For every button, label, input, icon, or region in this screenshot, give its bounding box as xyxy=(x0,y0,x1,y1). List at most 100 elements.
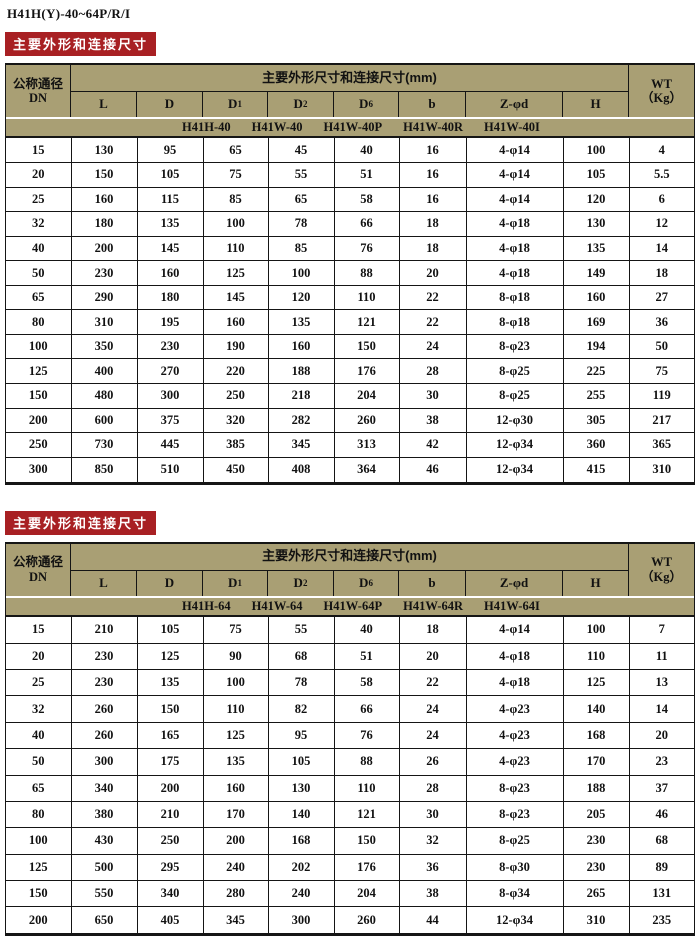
table-cell: 125 xyxy=(203,260,269,286)
table-cell: 225 xyxy=(563,358,630,384)
table-cell: 200 xyxy=(137,775,204,802)
table-cell: 188 xyxy=(268,358,335,384)
table-cell: 100 xyxy=(203,669,269,697)
col-header-wt: WT （Kg） xyxy=(629,543,694,596)
table-cell: 180 xyxy=(71,211,138,237)
table-cell: 75 xyxy=(203,162,269,188)
table-cell: 130 xyxy=(563,211,630,237)
wt-unit: （Kg） xyxy=(641,569,682,584)
table-cell: 310 xyxy=(71,309,138,335)
table-cell: 300 xyxy=(6,457,72,482)
table-cell: 730 xyxy=(71,432,138,458)
table-cell: 65 xyxy=(6,775,72,802)
table-cell: 125 xyxy=(6,358,72,384)
table-cell: 95 xyxy=(137,138,204,164)
model-name: H41W-40P xyxy=(323,120,383,134)
table-cell: 8-φ23 xyxy=(466,801,564,829)
table-cell: 480 xyxy=(71,383,138,409)
table-cell: 170 xyxy=(563,748,630,776)
table-row: 100 430 250 200 168 150 32 8-φ25 230 68 xyxy=(6,827,694,855)
table-cell: 20 xyxy=(399,643,467,670)
table-cell: 24 xyxy=(399,695,467,723)
table-cell: 26 xyxy=(399,748,467,776)
table-cell: 8-φ34 xyxy=(466,880,564,908)
table-cell: 8-φ25 xyxy=(466,383,564,409)
table-cell: 37 xyxy=(629,775,694,802)
table-cell: 240 xyxy=(203,854,269,882)
table-cell: 4-φ18 xyxy=(466,260,564,286)
table-cell: 176 xyxy=(334,358,400,384)
table-cell: 220 xyxy=(203,358,269,384)
table-cell: 110 xyxy=(203,236,269,262)
table-cell: 385 xyxy=(203,432,269,458)
table-cell: 430 xyxy=(71,827,138,855)
table-cell: 188 xyxy=(563,775,630,802)
table-cell: 18 xyxy=(399,211,467,237)
table-cell: 250 xyxy=(203,383,269,409)
table-cell: 204 xyxy=(334,383,400,409)
col-header-b: b xyxy=(399,92,466,117)
col-header-z-phi-d: Z-φd xyxy=(466,570,563,596)
table-cell: 270 xyxy=(137,358,204,384)
data-table-40: 15 130 95 65 45 40 16 4-φ14 100 4 20 150 105 75 55 51 16… xyxy=(6,138,694,482)
header-divider xyxy=(6,595,694,598)
table-cell: 135 xyxy=(137,211,204,237)
table-cell: 58 xyxy=(334,669,400,697)
table-cell: 320 xyxy=(203,408,269,434)
table-cell: 160 xyxy=(203,309,269,335)
table-cell: 160 xyxy=(71,187,138,213)
table-cell: 119 xyxy=(629,383,694,409)
table-cell: 100 xyxy=(6,334,72,360)
col-header-h: H xyxy=(563,92,629,117)
table-row: 80 310 195 160 135 121 22 8-φ18 169 36 xyxy=(6,309,694,335)
table-cell: 550 xyxy=(71,880,138,908)
table-cell: 82 xyxy=(268,695,335,723)
table-cell: 22 xyxy=(399,285,467,311)
table-body-40: 15 130 95 65 45 40 16 4-φ14 100 4 20 150 105 75 55 51 16… xyxy=(6,138,694,482)
table-cell: 290 xyxy=(71,285,138,311)
table-cell: 12-φ30 xyxy=(466,408,564,434)
table-cell: 32 xyxy=(6,695,72,723)
table-cell: 76 xyxy=(334,236,400,262)
data-table-64: 15 210 105 75 55 40 18 4-φ14 100 7 20 230 125 90 68 51 2… xyxy=(6,616,694,934)
wt-unit: （Kg） xyxy=(641,91,682,105)
table-cell: 80 xyxy=(6,801,72,829)
table-cell: 58 xyxy=(334,187,400,213)
table-cell: 4-φ14 xyxy=(466,138,564,164)
table-cell: 160 xyxy=(563,285,630,311)
table-cell: 120 xyxy=(563,187,630,213)
table-cell: 230 xyxy=(71,643,138,670)
table-cell: 130 xyxy=(268,775,335,802)
table-row: 25 230 135 100 78 58 22 4-φ18 125 13 xyxy=(6,669,694,697)
table-row: 125 500 295 240 202 176 36 8-φ30 230 89 xyxy=(6,854,694,882)
col-header-dimensions-span: 主要外形尺寸和连接尺寸(mm) xyxy=(71,65,629,92)
table-cell: 38 xyxy=(399,880,467,908)
table-cell: 310 xyxy=(652,462,672,477)
section-label-40: 主要外形和连接尺寸 xyxy=(5,32,157,56)
table-cell: 340 xyxy=(71,775,138,802)
table-cell: 4-φ14 xyxy=(466,187,564,213)
table-cell: 168 xyxy=(563,722,630,750)
dn-label-en: DN xyxy=(28,91,48,105)
table-cell: 80 xyxy=(6,309,72,335)
table-row: 50 300 175 135 105 88 26 4-φ23 170 23 xyxy=(6,748,694,776)
table-cell: 110 xyxy=(334,285,400,311)
table-cell: 44 xyxy=(399,906,467,934)
table-cell: 50 xyxy=(6,260,72,286)
table-cell: 4-φ23 xyxy=(466,722,564,750)
table-cell: 20 xyxy=(6,162,72,188)
table-cell: 25 xyxy=(6,669,72,697)
table-cell: 36 xyxy=(399,854,467,882)
table-row: 32 260 150 110 82 66 24 4-φ23 140 14 xyxy=(6,695,694,723)
table-cell: 140 xyxy=(563,695,630,723)
table-cell: 135 xyxy=(563,236,630,262)
table-cell: 160 xyxy=(137,260,204,286)
table-cell: 12-φ34 xyxy=(466,432,564,458)
dn-label-cn: 公称通径 xyxy=(12,76,63,91)
table-cell: 32 xyxy=(399,827,467,855)
table-cell: 85 xyxy=(268,236,335,262)
table-cell: 200 xyxy=(6,906,72,934)
